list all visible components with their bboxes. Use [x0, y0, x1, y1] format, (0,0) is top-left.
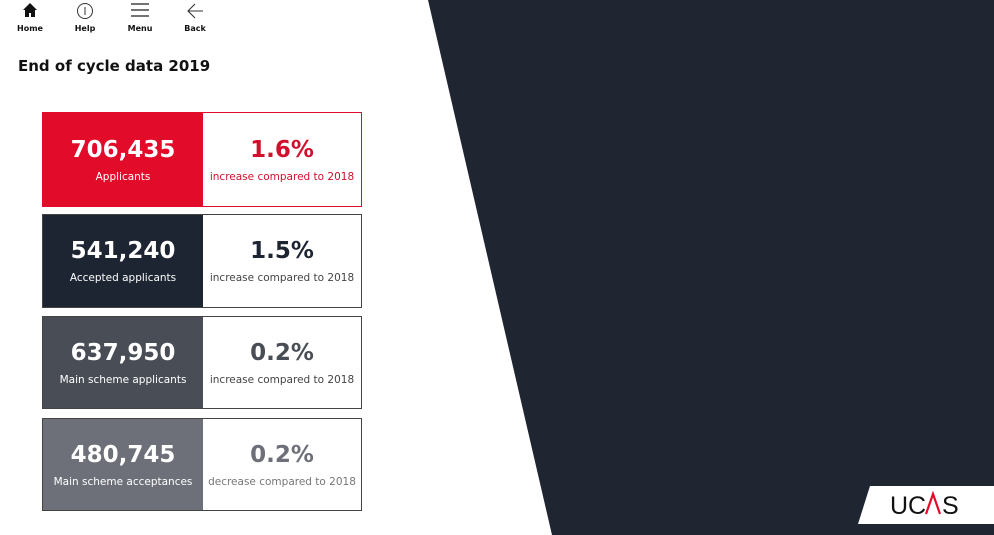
svg-text:S: S: [942, 492, 959, 520]
page-title: End of cycle data 2019: [18, 57, 211, 75]
stat-value: 541,240: [70, 238, 176, 264]
stat-value-panel: 480,745 Main scheme acceptances: [43, 419, 203, 510]
stat-percent: 0.2%: [250, 339, 314, 366]
stat-change-text: increase compared to 2018: [209, 272, 355, 284]
nav-menu-button[interactable]: Menu: [115, 0, 165, 36]
stat-value-panel: 541,240 Accepted applicants: [43, 215, 203, 307]
stat-card: 541,240 Accepted applicants 1.5% increase c…: [42, 214, 362, 308]
stat-change-text: decrease compared to 2018: [208, 475, 356, 488]
stat-value-panel: 637,950 Main scheme applicants: [43, 317, 203, 408]
stat-percent: 1.6%: [250, 136, 314, 163]
stat-change-text: increase compared to 2018: [209, 170, 355, 183]
stat-value-panel: 706,435 Applicants: [43, 113, 203, 206]
stat-change-panel: 1.5% increase compared to 2018: [203, 215, 361, 307]
stat-label: Main scheme acceptances: [53, 475, 193, 488]
home-icon: [23, 3, 37, 17]
stat-card: 480,745 Main scheme acceptances 0.2% decrea…: [42, 418, 362, 511]
stat-value: 706,435: [70, 136, 176, 163]
nav-help-label: Help: [74, 24, 96, 33]
stat-label: Applicants: [95, 170, 151, 183]
nav-back-label: Back: [184, 24, 206, 33]
nav-help-button[interactable]: Help: [60, 0, 110, 36]
stat-label: Accepted applicants: [69, 272, 177, 284]
nav-back-button[interactable]: Back: [170, 0, 220, 36]
arrow-left-icon: [187, 3, 203, 19]
menu-icon: [131, 3, 149, 17]
nav-home-label: Home: [17, 24, 43, 33]
stat-percent: 0.2%: [250, 441, 314, 468]
stat-card: 637,950 Main scheme applicants 0.2% increas…: [42, 316, 362, 409]
stat-change-text: increase compared to 2018: [209, 373, 355, 386]
nav-home-button[interactable]: Home: [5, 0, 55, 36]
stat-label: Main scheme applicants: [59, 373, 187, 386]
stat-change-panel: 0.2% decrease compared to 2018: [203, 419, 361, 510]
stat-card: 706,435 Applicants 1.6% increase compared t…: [42, 112, 362, 207]
svg-text:UC: UC: [890, 492, 926, 520]
stat-value: 637,950: [70, 339, 176, 366]
stat-percent: 1.5%: [250, 238, 314, 264]
top-nav: Home Help Menu Back: [0, 0, 220, 36]
stat-change-panel: 0.2% increase compared to 2018: [203, 317, 361, 408]
info-icon: [77, 3, 93, 19]
ucas-logo: UC S: [858, 486, 994, 524]
stat-value: 480,745: [70, 441, 176, 468]
nav-menu-label: Menu: [127, 24, 153, 33]
stat-change-panel: 1.6% increase compared to 2018: [203, 113, 361, 206]
